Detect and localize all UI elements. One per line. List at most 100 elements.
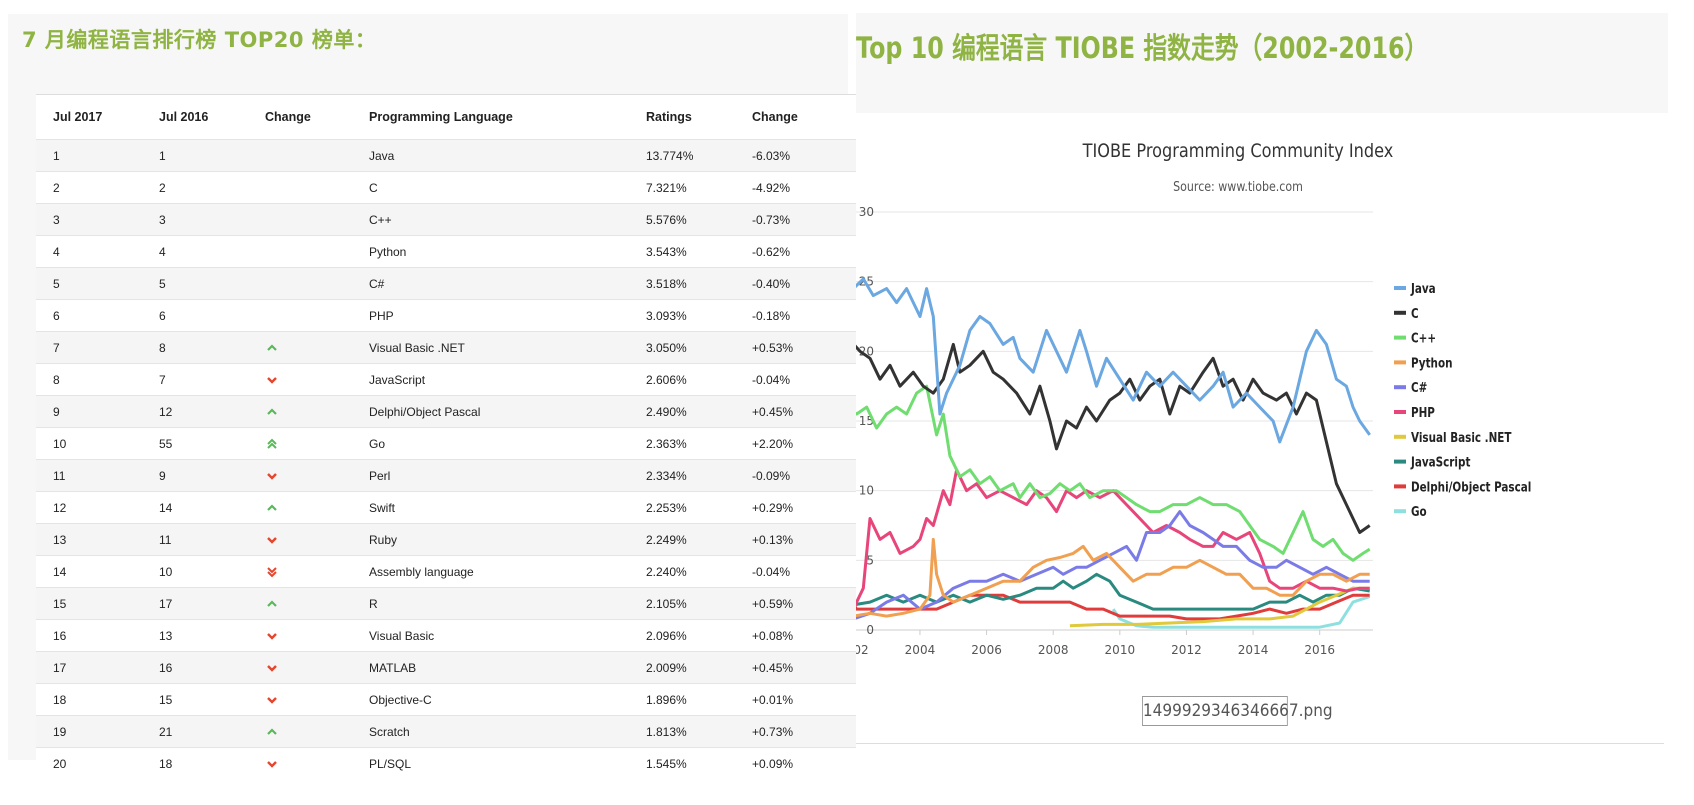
arrow-down-icon <box>265 660 279 674</box>
rank-2017-cell: 18 <box>36 683 142 716</box>
change-icon-cell <box>248 747 352 779</box>
y-tick-label: 30 <box>859 205 874 219</box>
change-icon-cell <box>248 427 352 460</box>
language-cell: PHP <box>352 299 629 332</box>
language-cell: Python <box>352 235 629 268</box>
table-row: 18 15 Objective-C 1.896% +0.01% <box>36 683 856 716</box>
rank-2016-cell: 3 <box>142 203 248 236</box>
rank-2017-cell: 6 <box>36 299 142 332</box>
rank-2016-cell: 2 <box>142 171 248 204</box>
series-line-c- <box>856 510 1370 620</box>
rank-2016-cell: 6 <box>142 299 248 332</box>
rank-2017-cell: 10 <box>36 427 142 460</box>
rank-2016-cell: 4 <box>142 235 248 268</box>
trend-title: Top 10 编程语言 TIOBE 指数走势（2002-2016） <box>856 31 1429 65</box>
arrow-down-icon <box>265 468 279 482</box>
legend-label: Go <box>1411 504 1427 519</box>
tiobe-chart: TIOBE Programming Community Index Source:… <box>856 113 1664 744</box>
arrow-up-icon <box>265 596 279 610</box>
language-cell: Java <box>352 139 629 172</box>
change-cell: +0.08% <box>735 619 856 652</box>
ratings-cell: 1.896% <box>629 683 735 716</box>
x-tick-label: 2004 <box>905 643 936 657</box>
table-row: 9 12 Delphi/Object Pascal 2.490% +0.45% <box>36 395 856 428</box>
ratings-cell: 2.490% <box>629 395 735 428</box>
legend-label: Java <box>1410 281 1436 296</box>
change-icon-cell <box>248 651 352 684</box>
language-cell: Ruby <box>352 523 629 556</box>
change-cell: +0.45% <box>735 395 856 428</box>
rank-2016-cell: 17 <box>142 587 248 620</box>
rank-2016-cell: 12 <box>142 395 248 428</box>
rank-2016-cell: 10 <box>142 555 248 588</box>
language-cell: R <box>352 587 629 620</box>
legend-label: C++ <box>1411 330 1436 345</box>
ranking-panel: 7 月编程语言排行榜 TOP20 榜单： Jul 2017 Jul 2016 C… <box>8 14 856 779</box>
table-row: 1 1 Java 13.774% -6.03% <box>36 139 856 172</box>
language-cell: PL/SQL <box>352 747 629 779</box>
legend-label: PHP <box>1411 405 1435 420</box>
change-cell: -0.04% <box>735 363 856 396</box>
rank-2017-cell: 1 <box>36 139 142 172</box>
change-cell: -6.03% <box>735 139 856 172</box>
chart-subtitle: Source: www.tiobe.com <box>1173 179 1303 194</box>
rank-2017-cell: 4 <box>36 235 142 268</box>
table-row: 3 3 C++ 5.576% -0.73% <box>36 203 856 236</box>
table-row: 8 7 JavaScript 2.606% -0.04% <box>36 363 856 396</box>
arrow-down-icon <box>265 692 279 706</box>
rank-2016-cell: 5 <box>142 267 248 300</box>
rank-2017-cell: 2 <box>36 171 142 204</box>
table-row: 13 11 Ruby 2.249% +0.13% <box>36 523 856 556</box>
header-language: Programming Language <box>369 110 513 124</box>
change-cell: +0.09% <box>735 747 856 779</box>
header-jul-2017: Jul 2017 <box>53 110 103 124</box>
change-cell: -4.92% <box>735 171 856 204</box>
change-cell: +0.13% <box>735 523 856 556</box>
ranking-table-container: Jul 2017 Jul 2016 Change Programming Lan… <box>36 94 856 779</box>
change-icon-cell <box>248 235 352 268</box>
x-tick-label: 2016 <box>1304 643 1335 657</box>
trend-title-panel: Top 10 编程语言 TIOBE 指数走势（2002-2016） <box>856 13 1668 113</box>
rank-2016-cell: 7 <box>142 363 248 396</box>
ranking-table-body: 1 1 Java 13.774% -6.03% 2 2 C 7.321% -4.92% 3 3 C++ 5… <box>36 139 856 779</box>
arrow-up-icon <box>265 500 279 514</box>
table-row: 12 14 Swift 2.253% +0.29% <box>36 491 856 524</box>
language-cell: C <box>352 171 629 204</box>
rank-2017-cell: 3 <box>36 203 142 236</box>
ratings-cell: 2.606% <box>629 363 735 396</box>
series-line-php <box>856 468 1370 607</box>
change-icon-cell <box>248 491 352 524</box>
rank-2017-cell: 13 <box>36 523 142 556</box>
rank-2017-cell: 5 <box>36 267 142 300</box>
change-icon-cell <box>248 459 352 492</box>
ratings-cell: 1.813% <box>629 715 735 748</box>
table-row: 15 17 R 2.105% +0.59% <box>36 587 856 620</box>
ratings-cell: 3.050% <box>629 331 735 364</box>
language-cell: Delphi/Object Pascal <box>352 395 629 428</box>
rank-2016-cell: 1 <box>142 139 248 172</box>
change-cell: +0.59% <box>735 587 856 620</box>
x-tick-label: 2008 <box>1038 643 1069 657</box>
change-icon-cell <box>248 139 352 172</box>
language-cell: Swift <box>352 491 629 524</box>
rank-2016-cell: 55 <box>142 427 248 460</box>
ratings-cell: 7.321% <box>629 171 735 204</box>
ratings-cell: 1.545% <box>629 747 735 779</box>
table-row: 11 9 Perl 2.334% -0.09% <box>36 459 856 492</box>
double-arrow-down-icon <box>265 564 279 578</box>
table-row: 10 55 Go 2.363% +2.20% <box>36 427 856 460</box>
table-row: 6 6 PHP 3.093% -0.18% <box>36 299 856 332</box>
change-icon-cell <box>248 715 352 748</box>
change-icon-cell <box>248 395 352 428</box>
rank-2016-cell: 16 <box>142 651 248 684</box>
ranking-title: 7 月编程语言排行榜 TOP20 榜单： <box>22 28 377 52</box>
y-tick-label: 0 <box>866 623 874 637</box>
x-tick-label: 2010 <box>1105 643 1136 657</box>
rank-2017-cell: 8 <box>36 363 142 396</box>
table-header-row: Jul 2017 Jul 2016 Change Programming Lan… <box>36 95 856 140</box>
change-icon-cell <box>248 363 352 396</box>
rank-2016-cell: 13 <box>142 619 248 652</box>
change-icon-cell <box>248 683 352 716</box>
arrow-up-icon <box>265 404 279 418</box>
legend-label: Delphi/Object Pascal <box>1411 479 1531 494</box>
